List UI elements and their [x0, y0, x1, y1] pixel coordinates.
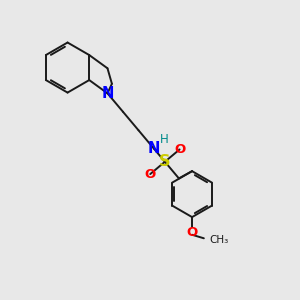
Text: N: N — [148, 141, 160, 156]
Text: O: O — [174, 143, 185, 156]
Text: O: O — [186, 226, 198, 239]
Text: CH₃: CH₃ — [210, 235, 229, 245]
Text: O: O — [145, 168, 156, 181]
Text: H: H — [160, 133, 169, 146]
Text: N: N — [101, 86, 114, 101]
Text: S: S — [159, 154, 171, 169]
